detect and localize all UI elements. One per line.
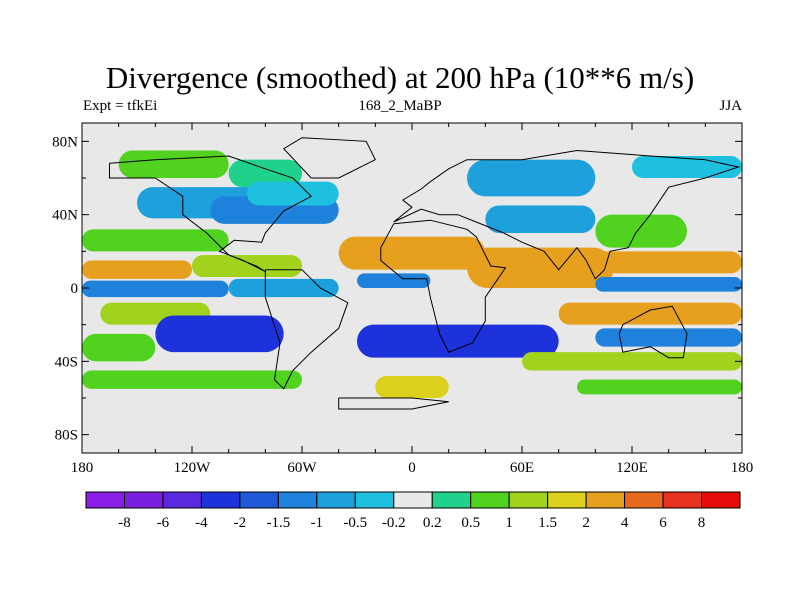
colorbar-swatch xyxy=(239,491,279,509)
colorbar-swatch xyxy=(585,491,626,509)
x-tick-label: 180 xyxy=(731,460,754,476)
y-tick-label: 80S xyxy=(55,428,78,444)
coastline-outlines xyxy=(109,137,741,410)
coastline xyxy=(264,269,349,390)
contour-region xyxy=(595,214,687,248)
colorbar-swatch xyxy=(624,491,664,509)
contour-region xyxy=(485,205,596,233)
colorbar-swatch xyxy=(354,491,395,509)
x-tick-label: 120W xyxy=(174,460,212,476)
coastline xyxy=(393,149,741,280)
y-tick-label: 40S xyxy=(55,354,78,370)
contour-region xyxy=(82,370,302,389)
contour-region xyxy=(632,156,742,178)
contour-region xyxy=(558,302,742,325)
season-label: JJA xyxy=(719,98,742,114)
contour-fills xyxy=(82,123,742,453)
colorbar-label: 6 xyxy=(659,515,667,531)
colorbar-label: -2 xyxy=(234,515,247,531)
colorbar-label: 2 xyxy=(582,515,590,531)
colorbar-label: -1.5 xyxy=(266,515,290,531)
chart-title: Divergence (smoothed) at 200 hPa (10**6 … xyxy=(105,60,695,95)
colorbar-label: 1 xyxy=(505,515,513,531)
x-tick-label: 60W xyxy=(287,460,317,476)
colorbar-label: -4 xyxy=(195,515,208,531)
contour-region xyxy=(82,280,229,298)
coastline xyxy=(338,397,449,410)
colorbar-swatch xyxy=(85,491,125,509)
colorbar-label: -6 xyxy=(157,515,170,531)
contour-region xyxy=(82,229,229,252)
contour-region xyxy=(522,352,742,371)
y-tick-label: 80N xyxy=(52,134,78,150)
colorbar-label: -0.2 xyxy=(382,515,406,531)
contour-region xyxy=(467,247,614,288)
y-axis: 80N 40N 0 40S 80S xyxy=(52,134,742,444)
contour-region xyxy=(155,315,284,353)
contour-region xyxy=(82,260,192,279)
colorbar: -8 -6 -4 -2 -1.5 -1 -0.5 -0.2 0.2 0.5 1 1.5 2 4 6 8 xyxy=(85,491,741,531)
x-tick-label: 0 xyxy=(408,460,416,476)
colorbar-label: 1.5 xyxy=(538,515,557,531)
contour-region xyxy=(595,328,742,347)
colorbar-label: 0.2 xyxy=(423,515,442,531)
contour-region xyxy=(467,159,596,197)
contour-region xyxy=(595,277,742,292)
colorbar-swatch xyxy=(470,491,510,509)
contour-region xyxy=(577,379,742,395)
colorbar-swatch xyxy=(123,491,164,509)
colorbar-swatch xyxy=(162,491,202,509)
coastline xyxy=(109,155,313,272)
colorbar-label: 4 xyxy=(621,515,629,531)
contour-region xyxy=(338,236,486,270)
colorbar-label: -0.5 xyxy=(343,515,367,531)
contour-region xyxy=(357,273,431,288)
x-tick-label: 180 xyxy=(71,460,94,476)
x-tick-label: 120E xyxy=(616,460,648,476)
colorbar-label: -1 xyxy=(311,515,324,531)
colorbar-swatch xyxy=(393,491,433,509)
colorbar-label: 0.5 xyxy=(461,515,480,531)
colorbar-swatch xyxy=(662,491,703,509)
colorbar-swatch xyxy=(277,491,318,509)
contour-region xyxy=(228,159,302,188)
contour-region xyxy=(247,181,339,206)
colorbar-swatch xyxy=(431,491,472,509)
y-tick-label: 0 xyxy=(71,281,79,297)
colorbar-swatch xyxy=(200,491,241,509)
contour-region xyxy=(357,324,559,358)
colorbar-swatch xyxy=(508,491,549,509)
contour-region xyxy=(595,251,742,274)
contour-region xyxy=(192,255,302,277)
colorbar-label: 8 xyxy=(698,515,706,531)
contour-region xyxy=(82,333,156,362)
case-label: 168_2_MaBP xyxy=(358,98,442,114)
contour-region xyxy=(118,150,229,178)
x-tick-label: 60E xyxy=(510,460,534,476)
colorbar-swatch xyxy=(547,491,587,509)
x-axis: 180 120W 60W 0 60E 120E 180 xyxy=(71,123,754,476)
coastline xyxy=(282,137,376,179)
coastline xyxy=(380,219,507,353)
experiment-label: Expt = tfkEi xyxy=(83,98,158,114)
colorbar-label: -8 xyxy=(118,515,131,531)
y-tick-label: 40N xyxy=(52,208,78,224)
colorbar-swatch xyxy=(701,491,741,509)
colorbar-swatch xyxy=(316,491,356,509)
coastline xyxy=(618,305,688,359)
contour-region xyxy=(228,278,339,298)
contour-region xyxy=(375,376,449,398)
